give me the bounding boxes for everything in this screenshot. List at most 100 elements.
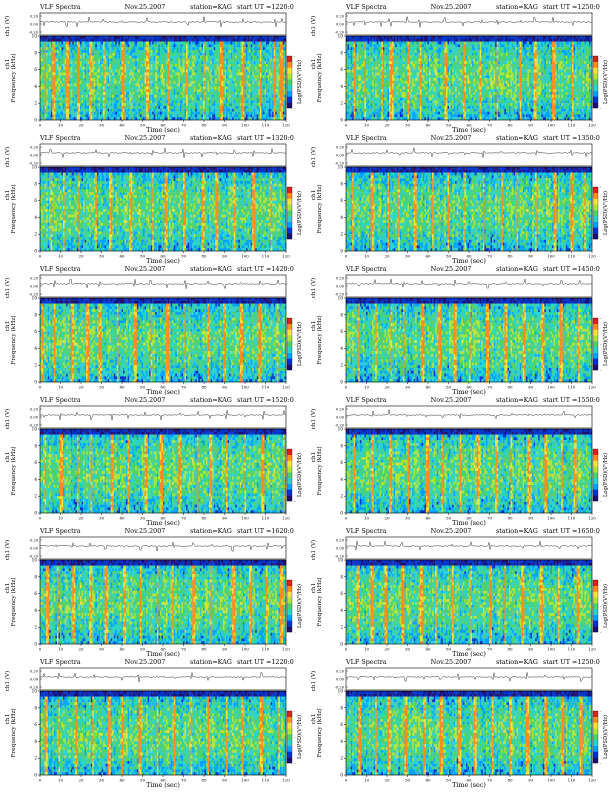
spectrogram-cell xyxy=(143,36,145,39)
spectrogram-cell xyxy=(49,78,51,81)
spectrogram-cell xyxy=(118,41,121,45)
spectrogram-cell xyxy=(259,78,262,81)
spectrogram-cell xyxy=(161,61,164,65)
spectrogram-cell xyxy=(204,72,207,76)
spectrogram-cell xyxy=(69,50,71,53)
spectrogram-cell xyxy=(346,108,348,112)
spectrogram-cell xyxy=(164,100,167,104)
spectrogram-cell xyxy=(236,114,239,118)
spectrogram-cell xyxy=(226,72,228,76)
spectrogram-cell xyxy=(221,52,224,56)
spectrogram-cell xyxy=(270,58,273,62)
spectrogram-cell xyxy=(79,36,82,39)
spectrogram-cell xyxy=(230,47,233,51)
spectrogram-cell xyxy=(58,75,61,79)
spectrogram-cell xyxy=(252,114,254,118)
spectrogram-cell xyxy=(121,61,124,65)
spectrogram-cell xyxy=(266,86,268,90)
spectrogram-cell xyxy=(278,69,280,73)
spectrogram-cell xyxy=(41,86,44,90)
spectrogram-cell xyxy=(133,80,136,84)
spectrogram-cell xyxy=(156,100,159,104)
spectrogram-cell xyxy=(187,58,190,62)
spectrogram-cell xyxy=(121,69,124,73)
spectrogram-cell xyxy=(109,41,111,45)
spectrogram-cell xyxy=(282,103,285,107)
spectrogram-cell xyxy=(156,55,159,59)
spectrogram-cell xyxy=(158,83,161,87)
spectrogram-cell xyxy=(55,47,58,51)
spectrogram-cell xyxy=(270,106,273,109)
spectrogram-cell xyxy=(152,103,154,107)
spectrogram-cell xyxy=(116,103,119,107)
spectrogram-cell xyxy=(41,97,44,101)
spectrogram-cell xyxy=(202,66,205,70)
spectrogram-cell xyxy=(87,52,90,56)
spectrogram-cell xyxy=(143,108,145,112)
spectrogram-cell xyxy=(258,58,261,62)
spectrogram-cell xyxy=(144,106,147,109)
spectrogram-cell xyxy=(190,108,193,112)
spectrogram-cell xyxy=(149,36,151,39)
spectrogram-cell xyxy=(152,55,154,59)
spectrogram-cell xyxy=(252,92,254,95)
spectrogram-cell xyxy=(143,111,145,115)
spectrogram-cell xyxy=(46,44,48,48)
spectrogram-cell xyxy=(350,75,353,79)
spectrogram-cell xyxy=(229,52,231,56)
spectrogram-cell xyxy=(164,58,167,62)
spectrogram-cell xyxy=(158,78,161,81)
spectrogram-cell xyxy=(64,41,67,45)
spectrogram-cell xyxy=(118,108,121,112)
spectrogram-cell xyxy=(276,114,279,118)
spectrogram-cell xyxy=(130,117,133,121)
spectrogram-cell xyxy=(66,86,68,90)
spectrogram-cell xyxy=(106,52,108,56)
spectrogram-cell xyxy=(269,83,271,87)
spectrogram-cell xyxy=(213,108,216,112)
spectrogram-cell xyxy=(138,103,141,107)
spectrogram-cell xyxy=(267,100,270,104)
spectrogram-cell xyxy=(276,108,279,112)
spectrogram-cell xyxy=(155,108,157,112)
spectrogram-cell xyxy=(84,97,87,101)
spectrogram-cell xyxy=(186,111,188,115)
spectrogram-cell xyxy=(189,52,191,56)
spectrogram-cell xyxy=(199,61,202,65)
spectrogram-cell xyxy=(156,50,159,53)
spectrogram-cell xyxy=(118,103,121,107)
spectrogram-cell xyxy=(213,92,216,95)
colorbar-tick-label: - xyxy=(294,80,296,85)
spectrogram-cell xyxy=(262,94,265,98)
spectrogram-cell xyxy=(209,83,211,87)
spectrogram-cell xyxy=(143,44,145,48)
spectrogram-cell xyxy=(346,52,348,56)
spectrogram-cell xyxy=(269,103,271,107)
spectrogram-cell xyxy=(270,80,273,84)
spectrogram-cell xyxy=(143,41,145,45)
spectrogram-cell xyxy=(166,100,168,104)
spectrogram-cell xyxy=(259,69,262,73)
spectrogram-cell xyxy=(167,44,170,48)
spectrogram-cell xyxy=(256,92,259,95)
spectrogram-cell xyxy=(103,114,105,118)
spectrogram-cell xyxy=(216,38,219,42)
spectrogram-cell xyxy=(173,55,176,59)
spectrogram-cell xyxy=(187,108,190,112)
spectrogram-cell xyxy=(275,64,277,67)
spectrogram-cell xyxy=(158,69,161,73)
spectrogram-cell xyxy=(124,111,127,115)
spectrogram-cell xyxy=(84,38,87,42)
spectrogram-cell xyxy=(226,52,228,56)
spectrogram-cell xyxy=(164,89,167,93)
spectrogram-cell xyxy=(275,83,277,87)
spectrogram-cell xyxy=(155,64,157,67)
spectrogram-cell xyxy=(202,47,205,51)
spectrogram-cell xyxy=(172,61,174,65)
spectrogram-cell xyxy=(101,41,104,45)
spectrogram-cell xyxy=(107,114,110,118)
spectrogram-cell xyxy=(186,89,188,93)
spectrogram-cell xyxy=(241,61,244,65)
spectrogram-cell xyxy=(118,50,121,53)
spectrogram-cell xyxy=(173,69,176,73)
